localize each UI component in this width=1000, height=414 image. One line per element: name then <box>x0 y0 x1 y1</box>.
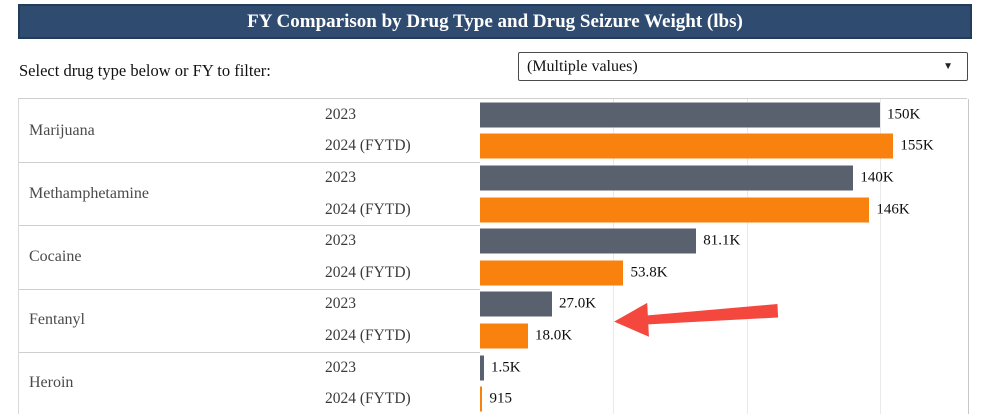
gridline <box>746 99 748 414</box>
bar-track: 81.1K <box>480 228 968 254</box>
bar-track: 27.0K <box>480 291 968 317</box>
bar-2024-fytd-cocaine[interactable] <box>480 260 624 286</box>
year-label[interactable]: 2024 (FYTD) <box>325 390 411 408</box>
drug-type-label-cocaine[interactable]: Cocaine <box>29 247 82 265</box>
drug-group-row: Fentanyl 2023 27.0K 2024 (FYTD) 18.0K <box>19 288 967 352</box>
bar-track: 155K <box>480 133 968 159</box>
bar-2023-cocaine[interactable] <box>480 228 697 254</box>
row-divider <box>19 351 480 353</box>
value-label: 146K <box>876 201 910 218</box>
bar-2024-fytd-heroin[interactable] <box>480 386 483 412</box>
chart-rows: Marijuana 2023 150K 2024 (FYTD) 155K Methamph… <box>19 99 967 414</box>
bar-track: 140K <box>480 165 968 191</box>
row-divider <box>19 288 480 290</box>
value-label: 150K <box>887 106 921 123</box>
value-label: 18.0K <box>535 327 573 344</box>
bar-2023-fentanyl[interactable] <box>480 291 552 317</box>
year-row: 2024 (FYTD) 146K <box>19 194 967 226</box>
chart-title-bar: FY Comparison by Drug Type and Drug Seiz… <box>18 4 972 39</box>
bar-2023-heroin[interactable] <box>480 355 484 381</box>
drug-group-row: Heroin 2023 1.5K 2024 (FYTD) 915 <box>19 351 967 414</box>
year-label[interactable]: 2023 <box>325 358 356 376</box>
year-label[interactable]: 2023 <box>325 295 356 313</box>
chart-plot-area <box>480 99 969 414</box>
bar-2024-fytd-marijuana[interactable] <box>480 133 894 159</box>
year-row: 2023 150K <box>19 99 967 131</box>
year-row: 2024 (FYTD) 155K <box>19 131 967 163</box>
value-label: 155K <box>900 137 934 154</box>
year-label[interactable]: 2024 (FYTD) <box>325 200 411 218</box>
value-label: 140K <box>860 169 894 186</box>
drug-type-label-marijuana[interactable]: Marijuana <box>29 121 95 139</box>
row-divider <box>19 225 480 227</box>
drug-group-row: Marijuana 2023 150K 2024 (FYTD) 155K <box>19 99 967 162</box>
value-label: 53.8K <box>630 264 668 281</box>
bar-chart: Marijuana 2023 150K 2024 (FYTD) 155K Methamph… <box>18 98 969 414</box>
filter-instruction: Select drug type below or FY to filter: <box>19 61 271 80</box>
dropdown-selected-value: (Multiple values) <box>527 57 638 75</box>
bar-track: 915 <box>480 386 968 412</box>
value-label: 915 <box>489 390 512 407</box>
gridline <box>880 99 881 414</box>
drug-type-label-methamphetamine[interactable]: Methamphetamine <box>29 184 149 202</box>
drug-type-filter-dropdown[interactable]: (Multiple values) ▼ <box>518 52 968 81</box>
year-row: 2023 27.0K <box>19 289 967 321</box>
year-label[interactable]: 2024 (FYTD) <box>325 263 411 281</box>
chart-title: FY Comparison by Drug Type and Drug Seiz… <box>247 10 743 32</box>
drug-group-row: Methamphetamine 2023 140K 2024 (FYTD) 146K <box>19 162 967 225</box>
bar-2023-methamphetamine[interactable] <box>480 165 854 191</box>
year-label[interactable]: 2024 (FYTD) <box>325 326 411 344</box>
bar-2024-fytd-fentanyl[interactable] <box>480 323 528 349</box>
bar-track: 150K <box>480 102 968 128</box>
drug-group-row: Cocaine 2023 81.1K 2024 (FYTD) 53.8K <box>19 225 967 288</box>
chevron-down-icon: ▼ <box>943 61 953 72</box>
year-row: 2024 (FYTD) 18.0K <box>19 320 967 352</box>
value-label: 81.1K <box>703 232 741 249</box>
bar-track: 1.5K <box>480 355 968 381</box>
bar-track: 146K <box>480 197 968 223</box>
year-row: 2023 81.1K <box>19 225 967 257</box>
year-label[interactable]: 2024 (FYTD) <box>325 137 411 155</box>
year-row: 2023 1.5K <box>19 352 967 384</box>
year-row: 2024 (FYTD) 53.8K <box>19 257 967 289</box>
year-label[interactable]: 2023 <box>325 105 356 123</box>
drug-type-label-heroin[interactable]: Heroin <box>29 374 74 392</box>
year-label[interactable]: 2023 <box>325 232 356 250</box>
year-row: 2024 (FYTD) 915 <box>19 383 967 414</box>
year-row: 2023 140K <box>19 162 967 194</box>
year-label[interactable]: 2023 <box>325 168 356 186</box>
value-label: 27.0K <box>559 295 597 312</box>
value-label: 1.5K <box>491 359 521 376</box>
bar-2023-marijuana[interactable] <box>480 102 880 128</box>
drug-type-label-fentanyl[interactable]: Fentanyl <box>29 311 85 329</box>
gridline <box>613 99 615 414</box>
row-divider <box>19 162 480 164</box>
bar-track: 53.8K <box>480 260 968 286</box>
bar-track: 18.0K <box>480 323 968 349</box>
bar-2024-fytd-methamphetamine[interactable] <box>480 197 870 223</box>
